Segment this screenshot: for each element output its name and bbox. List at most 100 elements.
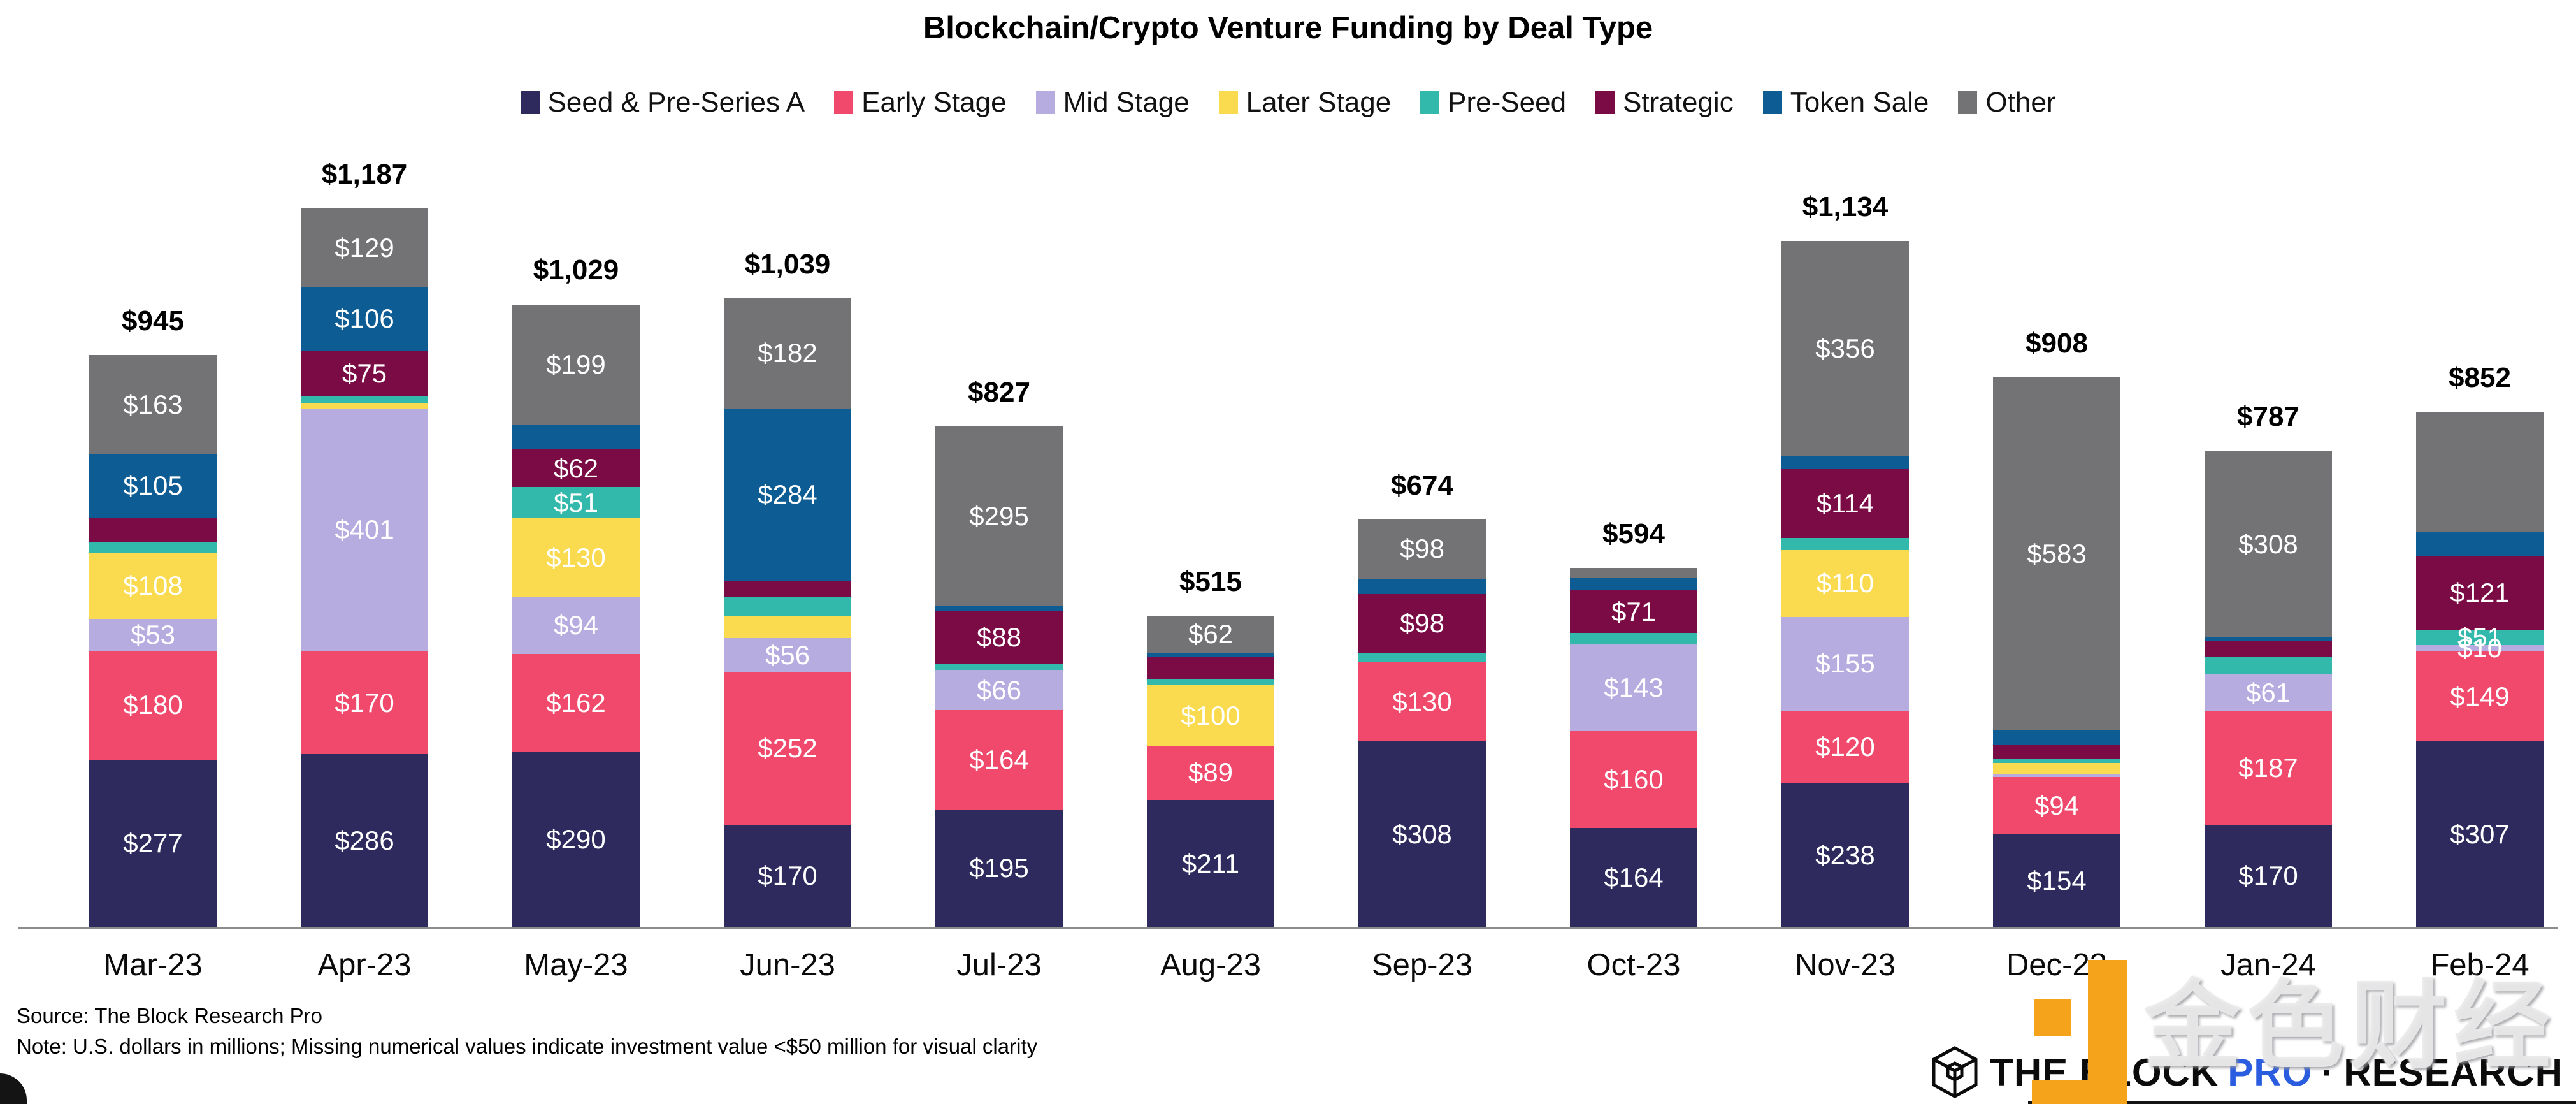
segment-value-label: $163 <box>123 389 183 419</box>
bar-segment <box>2205 637 2332 641</box>
legend-swatch <box>834 91 854 114</box>
legend-swatch <box>1595 91 1615 114</box>
bar-segment: $110 <box>1781 550 1909 617</box>
bar-segment: $238 <box>1781 783 1909 927</box>
bar-segment: $308 <box>2205 451 2332 637</box>
bar-segment: $583 <box>1993 377 2120 731</box>
bar-segment: $307 <box>2416 741 2544 927</box>
bar-segment: $308 <box>1358 741 1486 927</box>
segment-value-label: $114 <box>1816 488 1874 518</box>
bar-segment: $164 <box>1570 828 1697 927</box>
bar-column-Aug-23: $211 $89 $100 $62 <box>1147 615 1274 927</box>
segment-value-label: $61 <box>2245 677 2291 708</box>
legend-swatch <box>1218 91 1238 114</box>
x-tick-label: Sep-23 <box>1371 948 1472 982</box>
segment-value-label: $170 <box>335 687 394 718</box>
bar-segment <box>301 396 428 404</box>
legend-label: Seed & Pre-Series A <box>547 87 805 118</box>
legend-swatch <box>520 91 540 114</box>
bar-total-label: $827 <box>968 377 1030 408</box>
bar-column-Feb-24: $307 $149 $10 $51 $121 <box>2416 411 2544 927</box>
bar-segment: $160 <box>1570 731 1697 829</box>
bar-total-label: $1,039 <box>744 249 831 280</box>
bar-segment: $100 <box>1147 685 1274 746</box>
bar-column-Nov-23: $238 $120 $155 $110 $114 $356 <box>1781 240 1909 927</box>
legend-label: Early Stage <box>861 87 1007 118</box>
bar-segment: $75 <box>301 351 428 396</box>
bar-segment <box>724 580 851 597</box>
legend: Seed & Pre-Series A Early Stage Mid Stage L… <box>0 87 2576 119</box>
segment-value-label: $121 <box>2450 577 2510 608</box>
segment-value-label: $295 <box>969 500 1029 531</box>
legend-swatch <box>1762 91 1782 114</box>
bar-segment: $155 <box>1781 616 1909 711</box>
bar-segment <box>2416 532 2544 556</box>
segment-value-label: $195 <box>969 853 1029 883</box>
bar-segment <box>1781 538 1909 551</box>
bar-column-Dec-23: $154 $94 $583 <box>1993 377 2120 927</box>
cube-icon <box>1932 1046 1978 1098</box>
x-tick-label: Jan-24 <box>2220 948 2316 982</box>
bar-segment <box>1570 567 1697 578</box>
bar-segment: $286 <box>301 754 428 927</box>
segment-value-label: $160 <box>1604 764 1664 795</box>
bar-segment <box>301 403 428 409</box>
footer-note: Note: U.S. dollars in millions; Missing … <box>17 1034 1038 1058</box>
legend-label: Mid Stage <box>1063 87 1190 118</box>
segment-value-label: $129 <box>335 232 394 263</box>
bar-segment <box>724 616 851 638</box>
bar-column-Jun-23: $170 $252 $56 $284 $182 <box>724 298 851 927</box>
segment-value-label: $149 <box>2450 681 2510 711</box>
footer-source: Source: The Block Research Pro <box>17 1004 322 1028</box>
bar-segment <box>1570 633 1697 645</box>
bar-segment <box>89 517 217 542</box>
bar-segment <box>935 664 1063 671</box>
the-block-logo: THE BLOCK PRO · RESEARCH <box>1931 1045 2563 1099</box>
bar-segment <box>935 605 1063 611</box>
x-tick-label: Dec-23 <box>2006 948 2107 982</box>
bar-segment: $290 <box>512 752 640 927</box>
segment-value-label: $308 <box>2238 528 2298 559</box>
segment-value-label: $162 <box>546 687 606 718</box>
x-tick-label: Nov-23 <box>1795 948 1896 982</box>
segment-value-label: $53 <box>130 619 176 650</box>
bar-segment <box>1358 653 1486 662</box>
bar-segment <box>2205 657 2332 674</box>
bar-total-label: $674 <box>1391 470 1453 501</box>
bar-segment <box>89 541 217 553</box>
bar-segment: $170 <box>301 651 428 755</box>
segment-value-label: $164 <box>969 744 1029 774</box>
bar-segment: $356 <box>1781 240 1909 456</box>
legend-item-7: Other <box>1958 87 2055 119</box>
legend-swatch <box>1420 91 1440 114</box>
legend-label: Pre-Seed <box>1448 87 1567 118</box>
legend-item-5: Strategic <box>1595 87 1734 119</box>
legend-item-4: Pre-Seed <box>1420 87 1566 119</box>
bar-segment: $98 <box>1358 519 1486 579</box>
segment-value-label: $130 <box>546 542 606 572</box>
segment-value-label: $187 <box>2238 752 2298 783</box>
bar-segment <box>2416 411 2544 532</box>
bar-segment: $252 <box>724 672 851 825</box>
bar-column-Jan-24: $170 $187 $61 $308 <box>2205 451 2332 927</box>
bar-segment: $199 <box>512 304 640 425</box>
segment-value-label: $51 <box>553 487 599 518</box>
bar-column-Mar-23: $277 $180 $53 $108 $105 $163 <box>89 355 217 927</box>
legend-item-1: Early Stage <box>834 87 1007 119</box>
bar-segment: $182 <box>724 298 851 409</box>
bar-segment <box>1570 577 1697 590</box>
chart-title: Blockchain/Crypto Venture Funding by Dea… <box>923 11 1653 45</box>
bar-segment: $187 <box>2205 711 2332 825</box>
legend-label: Strategic <box>1623 87 1734 118</box>
segment-value-label: $106 <box>335 303 394 334</box>
legend-label: Token Sale <box>1790 87 1929 118</box>
bar-segment <box>1358 578 1486 594</box>
segment-value-label: $356 <box>1815 333 1875 363</box>
bar-segment <box>1993 730 2120 746</box>
bar-segment: $277 <box>89 759 217 927</box>
brand-separator: · <box>2321 1050 2335 1094</box>
bar-segment: $154 <box>1993 834 2120 927</box>
legend-label: Later Stage <box>1246 87 1392 118</box>
segment-value-label: $71 <box>1611 596 1657 627</box>
